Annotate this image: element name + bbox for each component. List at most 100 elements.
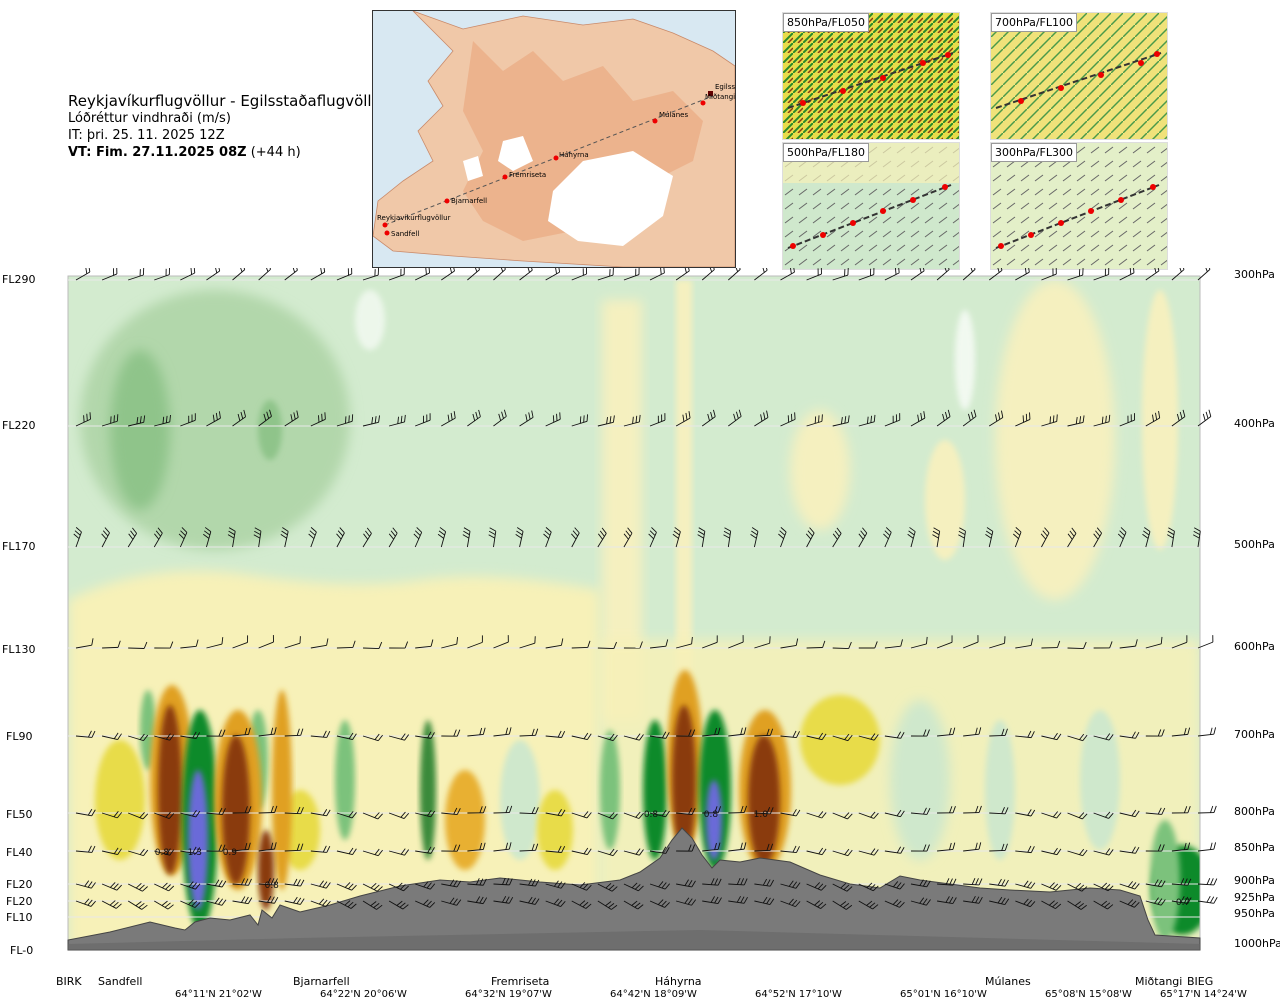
wind-barb	[832, 900, 853, 910]
wind-barb	[1119, 413, 1136, 427]
wind-barb	[1145, 729, 1165, 737]
wind-barb	[441, 897, 462, 906]
wind-barb	[1167, 527, 1175, 548]
hpa-label-300: 300hPa	[1234, 268, 1275, 281]
wind-barb	[206, 844, 226, 852]
wind-barb	[232, 727, 251, 737]
wind-barb	[362, 268, 379, 281]
wind-barb	[154, 900, 174, 910]
wind-barb	[989, 896, 1010, 906]
wind-barb	[858, 268, 875, 281]
wind-barb	[989, 843, 1008, 852]
wind-barb	[806, 732, 827, 741]
valid-time-main: VT: Fim. 27.11.2025 08Z	[68, 145, 247, 160]
wind-barb	[806, 847, 827, 856]
wind-barb	[571, 414, 588, 427]
wind-barb	[1067, 641, 1087, 649]
wind-barb	[415, 413, 431, 427]
coord-label-2: 64°22'N 20°06'W	[320, 989, 407, 1000]
wind-barb	[154, 882, 175, 892]
fl-label-fl90: FL90	[6, 730, 33, 743]
station-label-hahyrna: Háhyrna	[655, 975, 702, 988]
wind-barb	[937, 878, 957, 886]
wind-barb	[154, 811, 175, 819]
wind-barb	[1015, 898, 1036, 908]
wind-barb	[858, 641, 878, 649]
wind-barb	[832, 733, 853, 742]
wind-barb	[702, 842, 721, 852]
wind-barb	[1041, 414, 1058, 427]
wind-barb	[597, 415, 615, 427]
wind-barb	[284, 410, 299, 427]
wind-barb	[702, 878, 722, 886]
thumb-500hpa[interactable]: 500hPa/FL180	[782, 142, 960, 270]
wind-barb	[441, 807, 461, 816]
wind-barb	[623, 268, 640, 281]
wind-barb	[884, 881, 905, 890]
wind-barb	[1119, 881, 1140, 890]
wind-barb	[623, 900, 644, 910]
wind-barb	[1145, 844, 1165, 852]
chart-title: Reykjavíkurflugvöllur - Egilsstaðaflugvö…	[68, 92, 388, 110]
wind-barb	[1119, 731, 1140, 739]
station-label-birk: BIRK	[56, 975, 82, 988]
wind-barb	[1142, 527, 1151, 548]
wind-barb	[858, 527, 868, 548]
fl-label-fl170: FL170	[2, 540, 36, 553]
wind-barb	[989, 878, 1009, 887]
wind-barb	[336, 732, 357, 741]
wind-barb	[362, 900, 383, 910]
thumb-700hpa[interactable]: 700hPa/FL100	[990, 12, 1168, 140]
wind-barb	[597, 733, 618, 742]
wind-barb	[1015, 809, 1036, 817]
coord-label-8: 65°17'N 14°24'W	[1160, 989, 1247, 1000]
wind-barb	[649, 809, 670, 818]
wind-barb	[258, 409, 272, 427]
wind-barb	[832, 812, 853, 820]
wind-barb	[284, 878, 305, 887]
wind-barb	[128, 641, 148, 649]
thumb-850hpa[interactable]: 850hPa/FL050	[782, 12, 960, 140]
hpa-label-900: 900hPa	[1234, 874, 1275, 887]
vertical-velocity-field	[68, 276, 1200, 950]
wind-barb	[388, 882, 409, 892]
wind-barb	[154, 414, 171, 427]
wind-barb	[232, 635, 249, 649]
wind-barb	[180, 731, 201, 739]
wind-barb	[989, 636, 1006, 649]
wind-barb	[1067, 900, 1087, 910]
wind-barb	[1171, 878, 1192, 886]
wind-barb	[75, 880, 96, 889]
wind-barb	[910, 636, 928, 649]
wind-barb	[467, 842, 486, 852]
wind-barb	[180, 846, 201, 854]
wind-barb	[649, 639, 669, 649]
wind-barb	[754, 878, 775, 887]
wind-barb	[780, 268, 795, 281]
wind-barb	[884, 899, 905, 908]
wind-barb	[362, 527, 372, 548]
wind-barb	[832, 848, 853, 857]
wind-barb	[1145, 636, 1163, 649]
chart-subtitle: Lóðréttur vindhraði (m/s)	[68, 111, 231, 126]
velocity-annotation: 1.0	[754, 810, 769, 820]
wind-barb	[467, 727, 486, 737]
wind-barb	[702, 806, 722, 814]
wind-barb	[415, 268, 431, 281]
thumb-300hpa[interactable]: 300hPa/FL300	[990, 142, 1168, 270]
wind-barb	[75, 638, 94, 649]
wind-barb	[388, 268, 405, 281]
wind-barb	[310, 638, 329, 649]
wind-barb	[178, 527, 188, 548]
wind-barb	[336, 268, 353, 281]
wind-barb	[1067, 527, 1077, 548]
wind-barb	[780, 880, 801, 889]
hpa-label-700: 700hPa	[1234, 728, 1275, 741]
wind-barb	[910, 807, 931, 815]
wind-barb	[676, 879, 696, 888]
wind-barb	[1067, 415, 1085, 427]
wind-barb	[806, 882, 827, 891]
wind-barb	[75, 898, 96, 907]
wind-barb	[675, 268, 690, 281]
wind-barb	[206, 411, 221, 427]
